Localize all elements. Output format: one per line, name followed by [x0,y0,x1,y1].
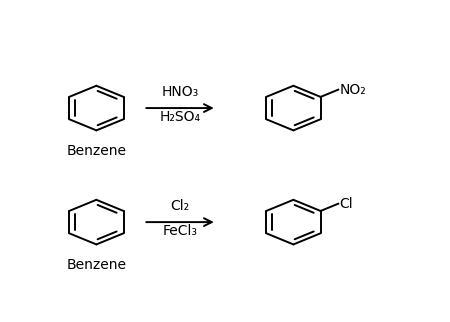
Text: Cl₂: Cl₂ [171,199,189,213]
Text: Cl: Cl [340,197,353,211]
Text: NO₂: NO₂ [340,83,366,97]
Text: Benzene: Benzene [66,144,126,158]
Text: Benzene: Benzene [66,258,126,272]
Text: FeCl₃: FeCl₃ [162,224,198,238]
Text: H₂SO₄: H₂SO₄ [159,110,201,124]
Text: HNO₃: HNO₃ [162,85,199,99]
